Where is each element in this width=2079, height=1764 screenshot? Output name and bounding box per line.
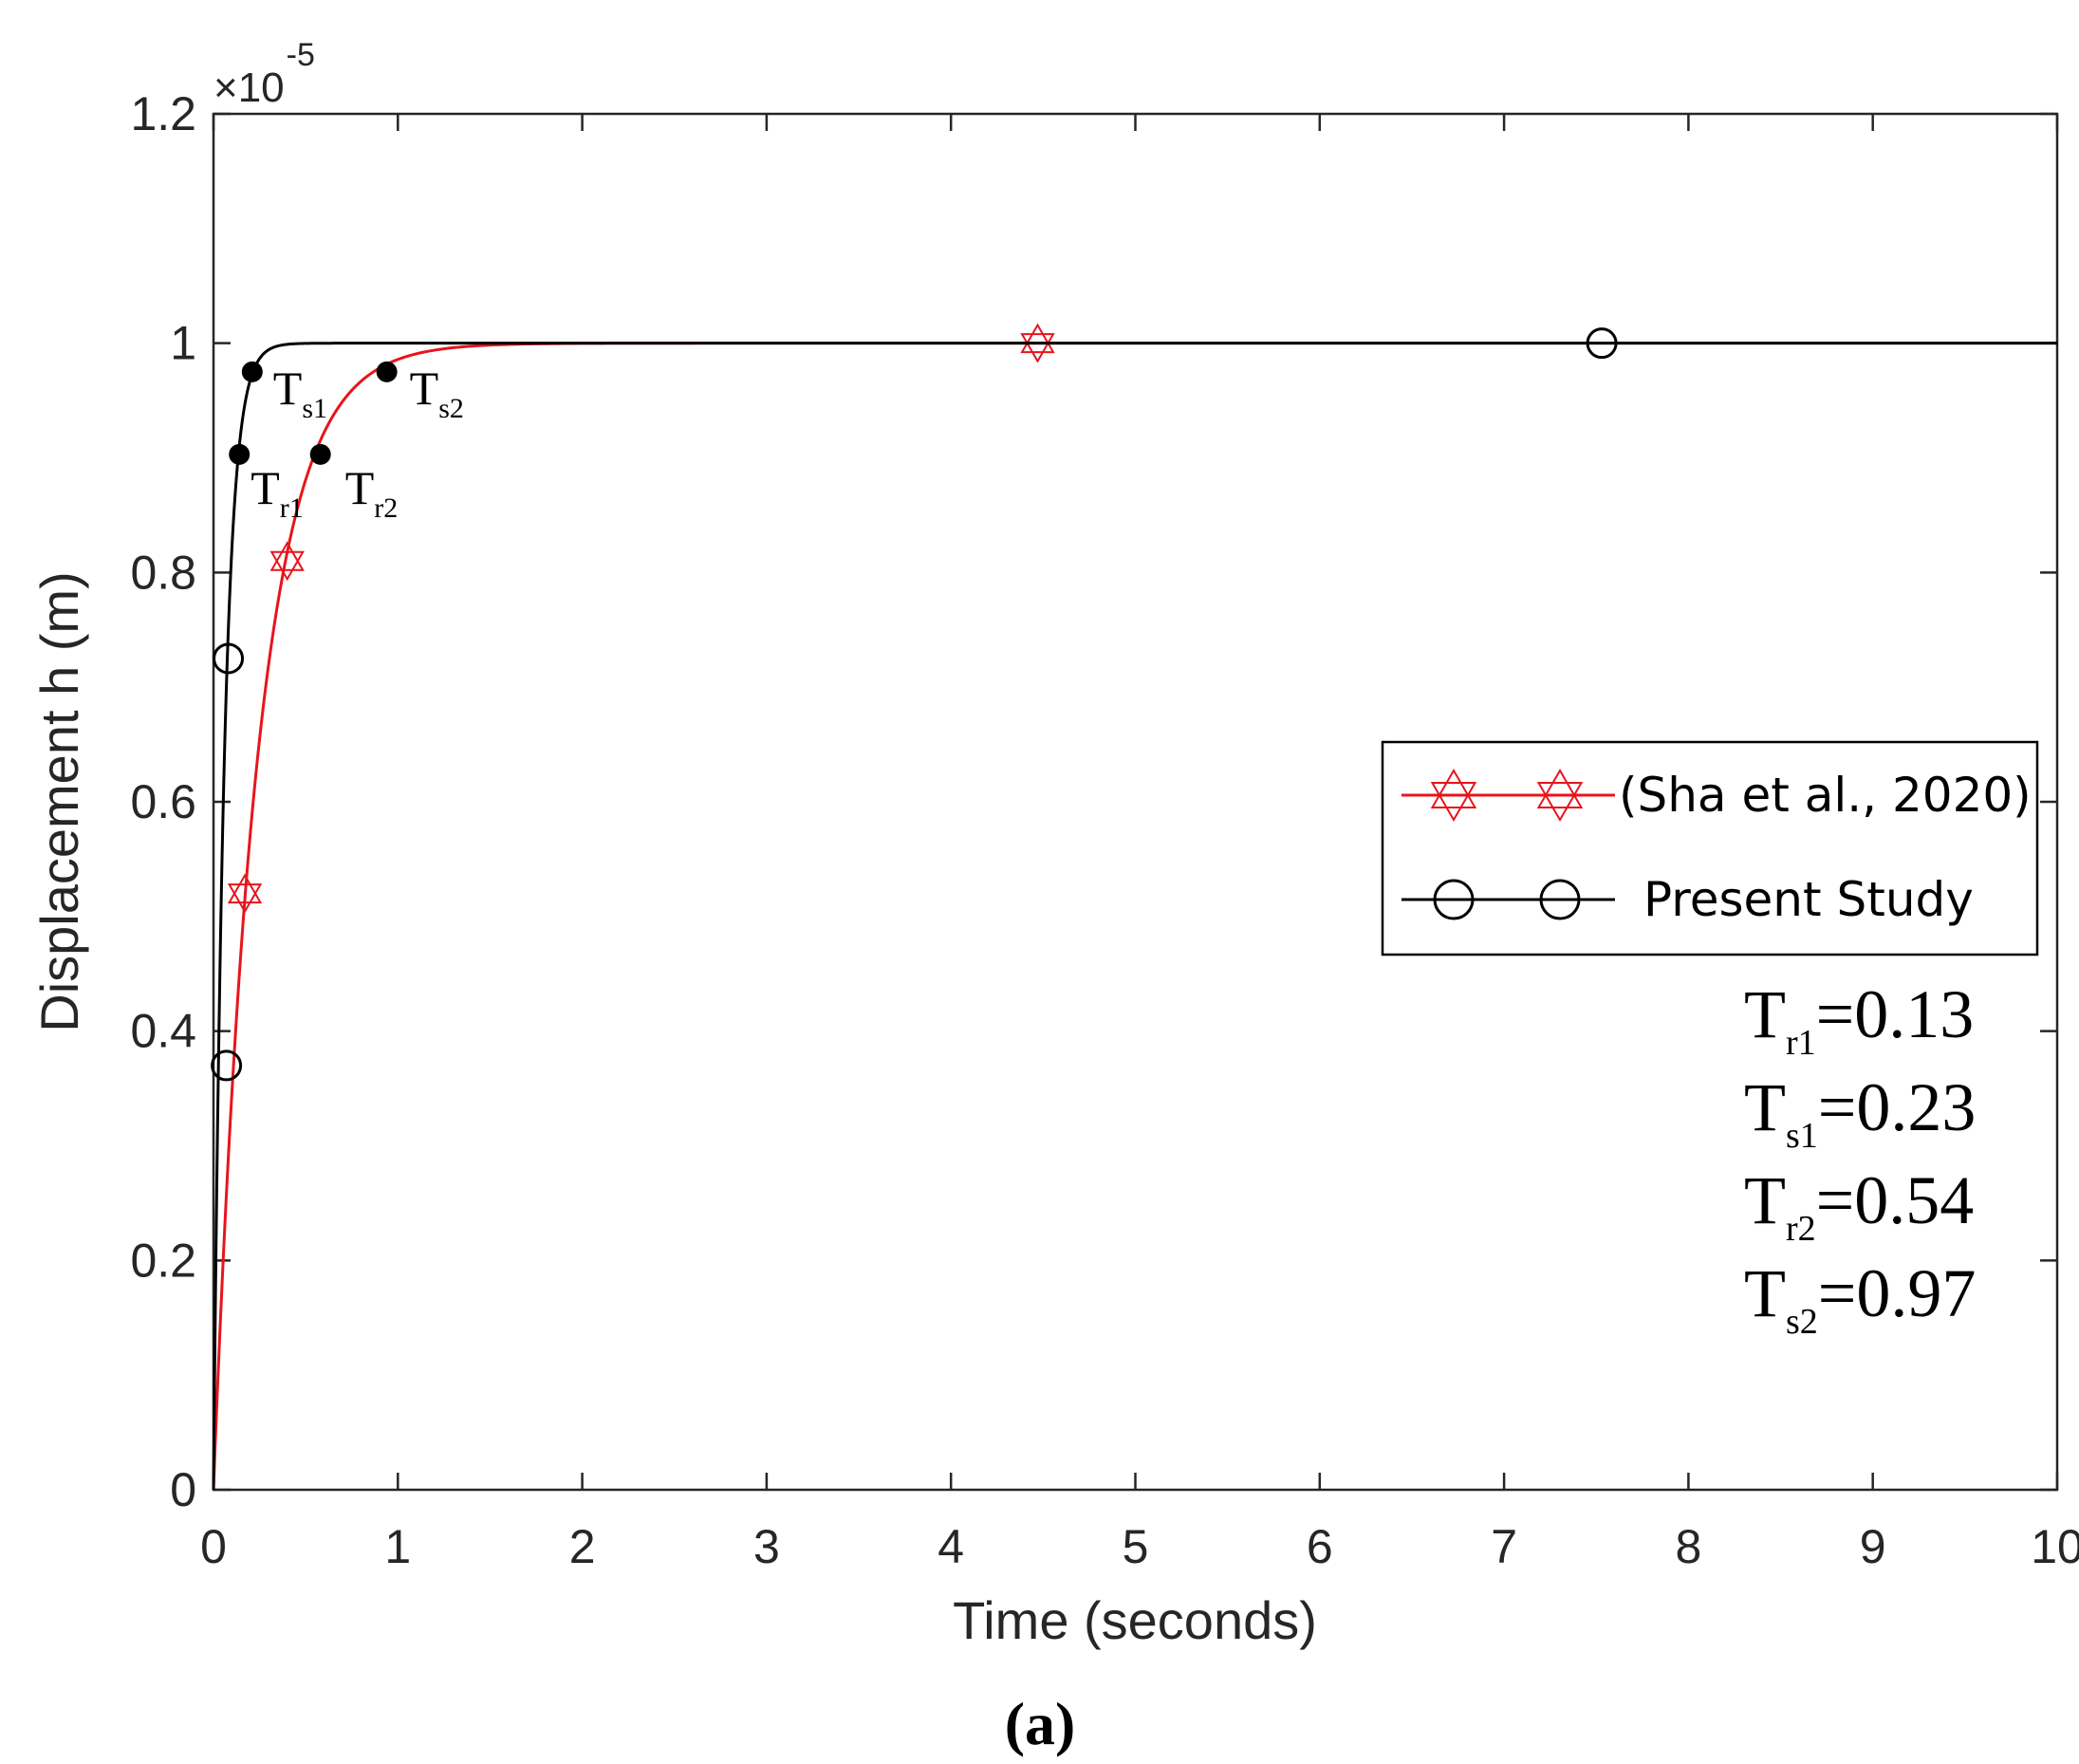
annotation-dot-tr1 [229,443,251,465]
series-0-marker-0 [227,873,263,914]
series-0-marker-2-triangle-down [1020,333,1055,363]
annotation-dot-tr2 [309,443,331,465]
summary-line-3: Ts2=0.97 [1744,1255,1976,1342]
legend-label-0: (Sha et al., 2020) [1619,768,2032,823]
exponent-power: -5 [287,37,315,73]
y-axis: 0 0.2 0.4 0.6 0.8 1 1.2 [130,87,2057,1516]
legend-marker-0-0-triangle-down [1430,782,1477,823]
x-tick-label: 0 [200,1520,227,1573]
series-layer [211,323,2057,1491]
caption: (a) [1005,1690,1076,1757]
y-tick-label: 0.6 [130,775,196,828]
annotation-dot-ts2 [376,361,398,382]
annotation-label-tr1: Tr1 [251,461,304,524]
y-tick-label: 0.2 [130,1234,196,1287]
legend-marker-0-1-triangle-up [1536,768,1584,808]
series-0-marker-0-triangle-up [227,873,263,904]
x-axis-label: Time (seconds) [953,1590,1317,1650]
legend-label-1: Present Study [1643,872,1974,927]
y-tick-label: 0.8 [130,546,196,599]
series-line-1 [212,342,2057,1491]
series-1-marker-2 [1586,327,1618,360]
x-tick-label: 8 [1675,1520,1701,1573]
exponent-label: ×10-5 [213,37,315,111]
x-tick-label: 9 [1860,1520,1886,1573]
series-1-marker-0 [211,1049,243,1082]
legend-marker-1-0 [1433,879,1475,920]
series-0-marker-2 [1020,323,1055,363]
series-0-marker-0-triangle-down [227,883,263,914]
x-tick-label: 6 [1307,1520,1333,1573]
legend-marker-0-1-triangle-down [1536,782,1584,823]
summary-line-2: Tr2=0.54 [1744,1162,1974,1249]
y-tick-label: 1 [170,317,196,370]
annotation-label-ts1: Ts1 [273,362,327,424]
summary-line-0: Tr1=0.13 [1744,976,1974,1063]
x-tick-label: 3 [753,1520,780,1573]
legend-marker-1-1 [1539,879,1581,920]
x-axis: 0 1 2 3 4 5 6 7 8 9 10 [200,114,2079,1573]
annotation-label-ts2: Ts2 [410,362,464,424]
series-1-marker-1 [213,642,245,675]
legend-box [1381,740,2039,956]
x-tick-label: 7 [1491,1520,1517,1573]
legend: (Sha et al., 2020) Present Study [1381,740,2039,956]
x-tick-label: 10 [2031,1520,2079,1573]
legend-marker-0-0 [1430,768,1477,823]
y-axis-label: Displacement h (m) [29,571,89,1031]
annotation-dot-ts1 [241,361,263,382]
y-tick-label: 0.4 [130,1005,196,1058]
series-0-marker-1 [269,541,305,582]
x-tick-label: 4 [937,1520,964,1573]
series-0-marker-2-triangle-up [1020,323,1055,354]
summary-line-1: Ts1=0.23 [1744,1069,1976,1156]
series-0-marker-1-triangle-down [269,550,305,582]
x-tick-label: 5 [1123,1520,1149,1573]
y-tick-label: 0 [170,1463,196,1516]
y-tick-label: 1.2 [130,87,196,140]
x-tick-label: 2 [569,1520,596,1573]
annotation-label-tr2: Tr2 [345,461,399,524]
series-0-marker-1-triangle-up [269,541,305,571]
legend-marker-0-1 [1536,768,1584,823]
legend-marker-0-0-triangle-up [1430,768,1477,808]
x-tick-label: 1 [384,1520,411,1573]
